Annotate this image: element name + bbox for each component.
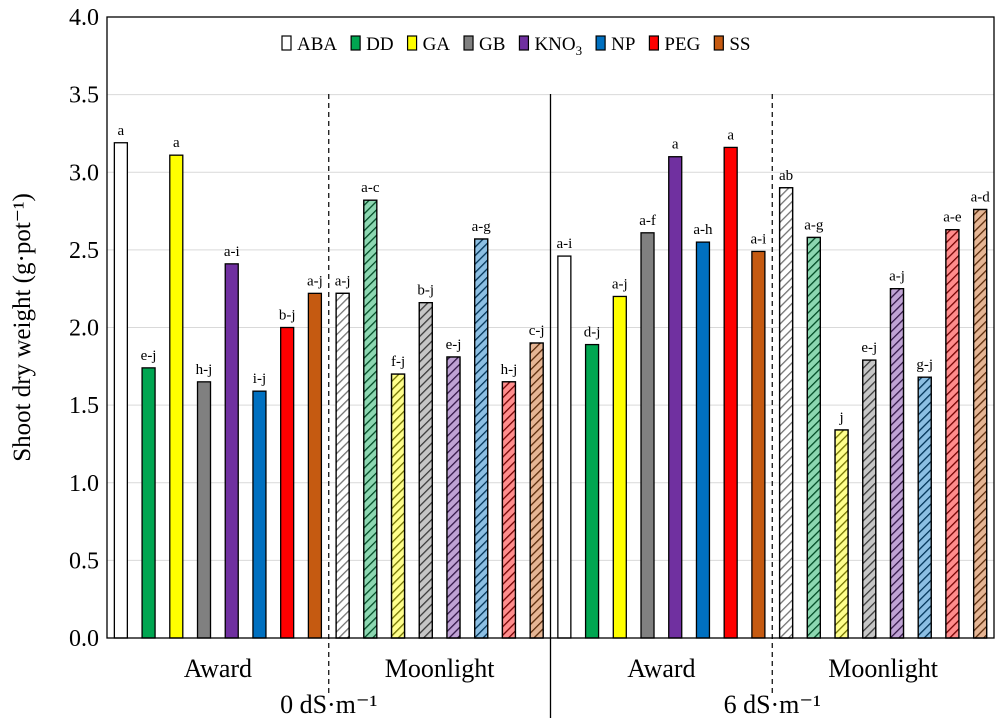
legend-swatch-np xyxy=(595,35,606,51)
legend-swatch-ga xyxy=(406,35,418,51)
legend-swatch-peg xyxy=(648,35,660,51)
bar-hatch-overlay xyxy=(390,373,406,639)
bar-np xyxy=(695,241,711,639)
bar-hatch-overlay xyxy=(945,229,960,639)
bar-dd xyxy=(141,367,156,639)
significance-letter: a-j xyxy=(335,273,351,289)
significance-letter: a xyxy=(118,123,125,139)
significance-letter: a-g xyxy=(472,219,492,235)
y-tick-label: 1.0 xyxy=(69,471,99,497)
significance-letter: a-j xyxy=(889,269,905,285)
salinity-label: 6 dS·m⁻¹ xyxy=(724,690,821,719)
bar-ga xyxy=(612,295,627,639)
bar-peg xyxy=(723,146,738,639)
significance-letter: a-e xyxy=(943,210,962,226)
significance-letter: e-j xyxy=(141,348,157,364)
y-tick-label: 3.5 xyxy=(69,83,99,109)
bar-hatch-overlay xyxy=(474,238,489,639)
bar-kno3 xyxy=(224,263,239,639)
significance-letter: a-g xyxy=(804,217,824,233)
significance-letter: a xyxy=(672,137,679,153)
bar-aba xyxy=(113,142,129,639)
bar-hatch-overlay xyxy=(834,429,849,639)
significance-letter: e-j xyxy=(861,340,877,356)
bar-np xyxy=(252,390,267,639)
y-tick-label: 3.0 xyxy=(69,160,99,186)
significance-letter: a-i xyxy=(224,244,240,260)
y-tick-label: 4.0 xyxy=(69,5,99,31)
bar-ga xyxy=(169,154,184,639)
significance-letter: h-j xyxy=(196,362,213,378)
legend-label: GA xyxy=(423,34,451,55)
bar-gb xyxy=(196,381,212,639)
legend-label: NP xyxy=(611,34,635,55)
legend-label: PEG xyxy=(664,34,700,55)
significance-letter: a-j xyxy=(307,273,323,289)
y-tick-label: 2.0 xyxy=(69,316,99,342)
bar-kno3 xyxy=(668,156,683,639)
legend-subscript: 3 xyxy=(576,43,583,58)
bar-hatch-overlay xyxy=(335,292,350,639)
cultivar-label: Award xyxy=(627,654,695,683)
bar-hatch-overlay xyxy=(889,288,905,639)
legend-swatch-dd xyxy=(350,35,361,51)
significance-letter: a-c xyxy=(361,180,380,196)
bar-ss xyxy=(307,292,323,639)
significance-letter: ab xyxy=(779,168,793,184)
y-tick-label: 0.0 xyxy=(69,626,99,652)
significance-letter: d-j xyxy=(584,325,601,341)
y-axis-title: Shoot dry weight (g·pot⁻¹) xyxy=(9,193,36,462)
plot-frame xyxy=(106,16,995,639)
bar-hatch-overlay xyxy=(806,236,821,639)
legend-swatch-ss xyxy=(713,35,724,51)
bar-gb xyxy=(640,232,655,639)
bar-hatch-overlay xyxy=(446,356,461,639)
significance-letter: a-i xyxy=(750,231,766,247)
bar-hatch-overlay xyxy=(418,302,433,639)
bar-hatch-overlay xyxy=(862,359,877,639)
significance-letter: e-j xyxy=(446,337,462,353)
significance-letter: a-d xyxy=(971,190,991,206)
bar-hatch-overlay xyxy=(778,187,794,639)
significance-letter: a xyxy=(173,135,180,151)
legend-label: GB xyxy=(479,34,505,55)
bar-ss xyxy=(751,250,766,639)
bar-hatch-overlay xyxy=(917,376,932,639)
significance-letter: a xyxy=(727,127,734,143)
legend-label: SS xyxy=(729,34,750,55)
salinity-label: 0 dS·m⁻¹ xyxy=(280,690,377,719)
bar-peg xyxy=(280,326,295,639)
legend-label: ABA xyxy=(297,34,337,55)
bar-hatch-overlay xyxy=(972,208,988,639)
significance-letter: b-j xyxy=(417,283,434,299)
y-tick-label: 0.5 xyxy=(69,548,99,574)
cultivar-label: Award xyxy=(184,654,252,683)
significance-letter: g-j xyxy=(916,357,933,373)
significance-letter: i-j xyxy=(253,371,266,387)
legend-swatch-aba xyxy=(281,35,292,51)
significance-letter: a-h xyxy=(693,222,713,238)
cultivar-label: Moonlight xyxy=(385,654,496,683)
significance-letter: f-j xyxy=(391,354,405,370)
bar-hatch-overlay xyxy=(363,199,378,639)
bar-hatch-overlay xyxy=(529,342,544,639)
significance-letter: b-j xyxy=(279,308,296,324)
bar-hatch-overlay xyxy=(501,381,517,639)
legend-label: DD xyxy=(366,34,393,55)
legend-swatch-gb xyxy=(463,35,474,51)
significance-letter: a-j xyxy=(612,276,628,292)
significance-letter: h-j xyxy=(501,362,518,378)
y-tick-label: 1.5 xyxy=(69,393,99,419)
significance-letter: c-j xyxy=(529,323,545,339)
bar-dd xyxy=(584,343,600,639)
significance-letter: a-f xyxy=(639,213,656,229)
legend-swatch-kno3 xyxy=(518,35,530,51)
legend-label: KNO xyxy=(534,34,575,55)
significance-letter: a-i xyxy=(556,236,572,252)
cultivar-label: Moonlight xyxy=(828,654,939,683)
significance-letter: j xyxy=(838,410,843,426)
bar-aba xyxy=(557,255,572,639)
y-tick-label: 2.5 xyxy=(69,238,99,264)
